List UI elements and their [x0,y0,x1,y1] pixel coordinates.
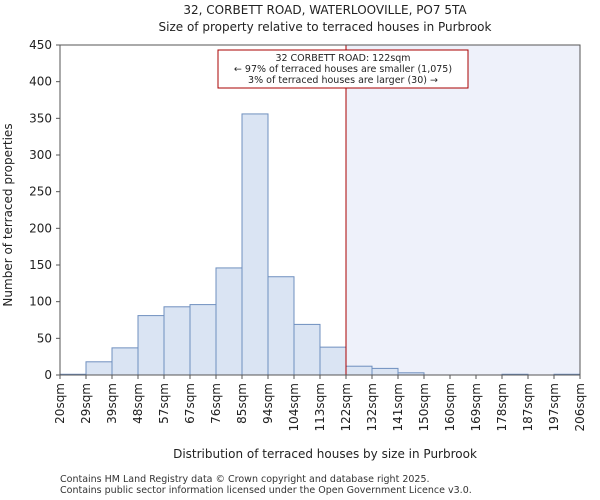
bar-48sqm [137,315,165,376]
x-axis: 20sqm 29sqm 39sqm 48sqm 57sqm 67sqm 76sqm 85sqm… [53,375,587,431]
chart-title: 32, CORBETT ROAD, WATERLOOVILLE, PO7 5TA [183,3,467,17]
y-tick-label: 250 [29,185,52,199]
bar-132sqm [371,367,399,376]
y-tick-label: 50 [37,331,52,345]
x-tick-label: 132sqm [365,383,379,431]
bars-group [59,113,581,376]
x-tick-label: 29sqm [79,383,93,424]
y-tick-label: 150 [29,258,52,272]
footer-line-1: Contains HM Land Registry data © Crown c… [60,474,430,485]
x-tick-label: 187sqm [521,383,535,431]
y-tick-label: 300 [29,148,52,162]
x-tick-label: 67sqm [183,383,197,424]
x-tick-label: 141sqm [391,383,405,431]
bar-94sqm [267,276,295,376]
x-tick-label: 57sqm [157,383,171,424]
y-tick-label: 200 [29,221,52,235]
x-tick-label: 94sqm [261,383,275,424]
annotation-box [217,49,469,89]
bar-122sqm [345,365,373,376]
x-tick-label: 76sqm [209,383,223,424]
x-tick-label: 20sqm [53,383,67,424]
bar-113sqm [319,346,347,376]
x-tick-label: 113sqm [313,383,327,431]
x-tick-label: 48sqm [131,383,145,424]
y-tick-label: 400 [29,75,52,89]
y-tick-label: 350 [29,111,52,125]
x-tick-label: 197sqm [547,383,561,431]
x-tick-label: 178sqm [495,383,509,431]
x-tick-label: 122sqm [339,383,353,431]
x-tick-label: 169sqm [469,383,483,431]
bar-85sqm [241,113,269,376]
x-tick-label: 150sqm [417,383,431,431]
marker-annotation: 32 CORBETT ROAD: 122sqm ← 97% of terrace… [217,49,469,89]
chart-subtitle: Size of property relative to terraced ho… [159,20,492,34]
y-tick-label: 100 [29,295,52,309]
bar-39sqm [111,347,139,376]
bar-67sqm [189,304,217,376]
bar-57sqm [163,306,191,376]
bar-76sqm [215,267,243,376]
footer-line-2: Contains public sector information licen… [60,485,472,496]
x-tick-label: 85sqm [235,383,249,424]
y-axis: 0 50 100 150 200 250 300 350 400 450 [29,38,60,382]
y-axis-label: Number of terraced properties [1,123,15,306]
annotation-line-3: 3% of terraced houses are larger (30) → [248,75,438,86]
x-tick-label: 206sqm [573,383,587,431]
annotation-line-2: ← 97% of terraced houses are smaller (1,… [234,64,452,75]
x-tick-label: 104sqm [287,383,301,431]
x-axis-label: Distribution of terraced houses by size … [173,447,477,461]
x-tick-label: 39sqm [105,383,119,424]
bar-29sqm [85,361,113,376]
larger-region-highlight [346,45,580,375]
y-tick-label: 0 [44,368,52,382]
plot-frame [59,44,581,376]
y-tick-label: 450 [29,38,52,52]
x-tick-label: 160sqm [443,383,457,431]
bar-104sqm [293,323,321,376]
annotation-line-1: 32 CORBETT ROAD: 122sqm [275,53,410,64]
